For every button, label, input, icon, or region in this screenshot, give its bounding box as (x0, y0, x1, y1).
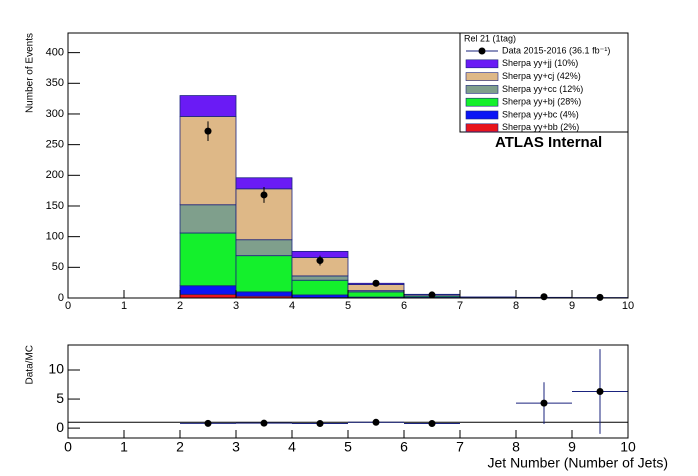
legend-swatch (465, 85, 499, 94)
y-tick-label: 10 (48, 361, 64, 377)
y-tick-label: 0 (58, 292, 64, 304)
bar-segment (347, 291, 405, 298)
annotation: ATLAS Internal (495, 134, 602, 151)
x-tick-label: 0 (65, 300, 71, 312)
bar-segment (235, 291, 293, 297)
data-point (372, 418, 380, 426)
bar-segment (179, 285, 237, 295)
x-tick-label: 1 (121, 300, 127, 312)
x-tick-label: 4 (288, 439, 296, 455)
x-tick-label: 2 (177, 300, 183, 312)
y-tick-label: 200 (46, 169, 64, 181)
x-tick-label: 4 (289, 300, 295, 312)
legend-label: Sherpa yy+jj (10%) (502, 58, 578, 68)
x-tick-label: 8 (512, 439, 520, 455)
legend-label: Data 2015-2016 (36.1 fb⁻¹) (502, 45, 610, 55)
x-tick-label: 2 (176, 439, 184, 455)
x-tick-label: 9 (569, 300, 575, 312)
x-tick-label: 5 (344, 439, 352, 455)
y-tick-label: 250 (46, 139, 64, 151)
x-tick-label: 3 (232, 439, 240, 455)
data-point (540, 399, 548, 407)
legend-label: Sherpa yy+bj (28%) (502, 97, 581, 107)
bar-segment (179, 293, 237, 299)
y-tick-label: 400 (46, 47, 64, 59)
bar-segment (291, 275, 349, 281)
legend-swatch (465, 59, 499, 69)
x-tick-label: 7 (456, 439, 464, 455)
data-point (204, 419, 212, 427)
data-point (204, 127, 212, 135)
y-tick-label: 5 (56, 390, 64, 406)
data-point (260, 419, 268, 427)
data-point (428, 419, 436, 427)
data-point (316, 257, 324, 265)
legend-swatch (465, 97, 499, 107)
x-axis-label: Jet Number (Number of Jets) (488, 455, 669, 471)
x-tick-label: 5 (345, 300, 351, 312)
data-point (596, 388, 604, 395)
legend-label: Sherpa yy+cc (12%) (502, 84, 583, 94)
bar-segment (179, 232, 237, 287)
data-point (540, 293, 548, 301)
y-tick-label: 0 (56, 419, 64, 435)
x-tick-label: 1 (120, 439, 128, 455)
bar-segment (291, 279, 349, 296)
x-tick-label: 8 (513, 300, 519, 312)
legend-label: Sherpa yy+bc (4%) (502, 109, 579, 119)
x-tick-label: 6 (401, 300, 407, 312)
y-tick-label: 100 (46, 231, 64, 243)
legend-swatch (465, 123, 499, 133)
data-point (316, 419, 324, 427)
x-tick-label: 3 (233, 300, 239, 312)
legend-marker (478, 47, 486, 55)
data-point (596, 293, 604, 301)
y-tick-label: 150 (46, 200, 64, 212)
x-tick-label: 6 (400, 439, 408, 455)
legend-swatch (465, 72, 499, 81)
y-axis-label: Data/MC (25, 345, 36, 384)
legend-box (459, 32, 629, 133)
y-tick-label: 300 (46, 108, 64, 120)
legend-swatch (465, 110, 499, 120)
data-point (372, 279, 380, 287)
bar-segment (235, 239, 293, 257)
legend-label: Sherpa yy+cj (42%) (502, 71, 581, 81)
x-tick-label: 10 (622, 300, 634, 312)
x-tick-label: 10 (620, 439, 636, 455)
bar-segment (179, 95, 237, 117)
data-point (428, 291, 436, 299)
annotation: Rel 21 (1tag) (464, 33, 516, 43)
bar-segment (179, 204, 237, 234)
y-tick-label: 350 (46, 77, 64, 89)
y-axis-label: Number of Events (25, 33, 36, 113)
y-tick-label: 50 (52, 261, 64, 273)
legend-label: Sherpa yy+bb (2%) (502, 122, 579, 132)
x-tick-label: 0 (64, 439, 72, 455)
bar-segment (235, 255, 293, 293)
x-tick-label: 9 (568, 439, 576, 455)
data-point (260, 191, 268, 199)
x-tick-label: 7 (457, 300, 463, 312)
